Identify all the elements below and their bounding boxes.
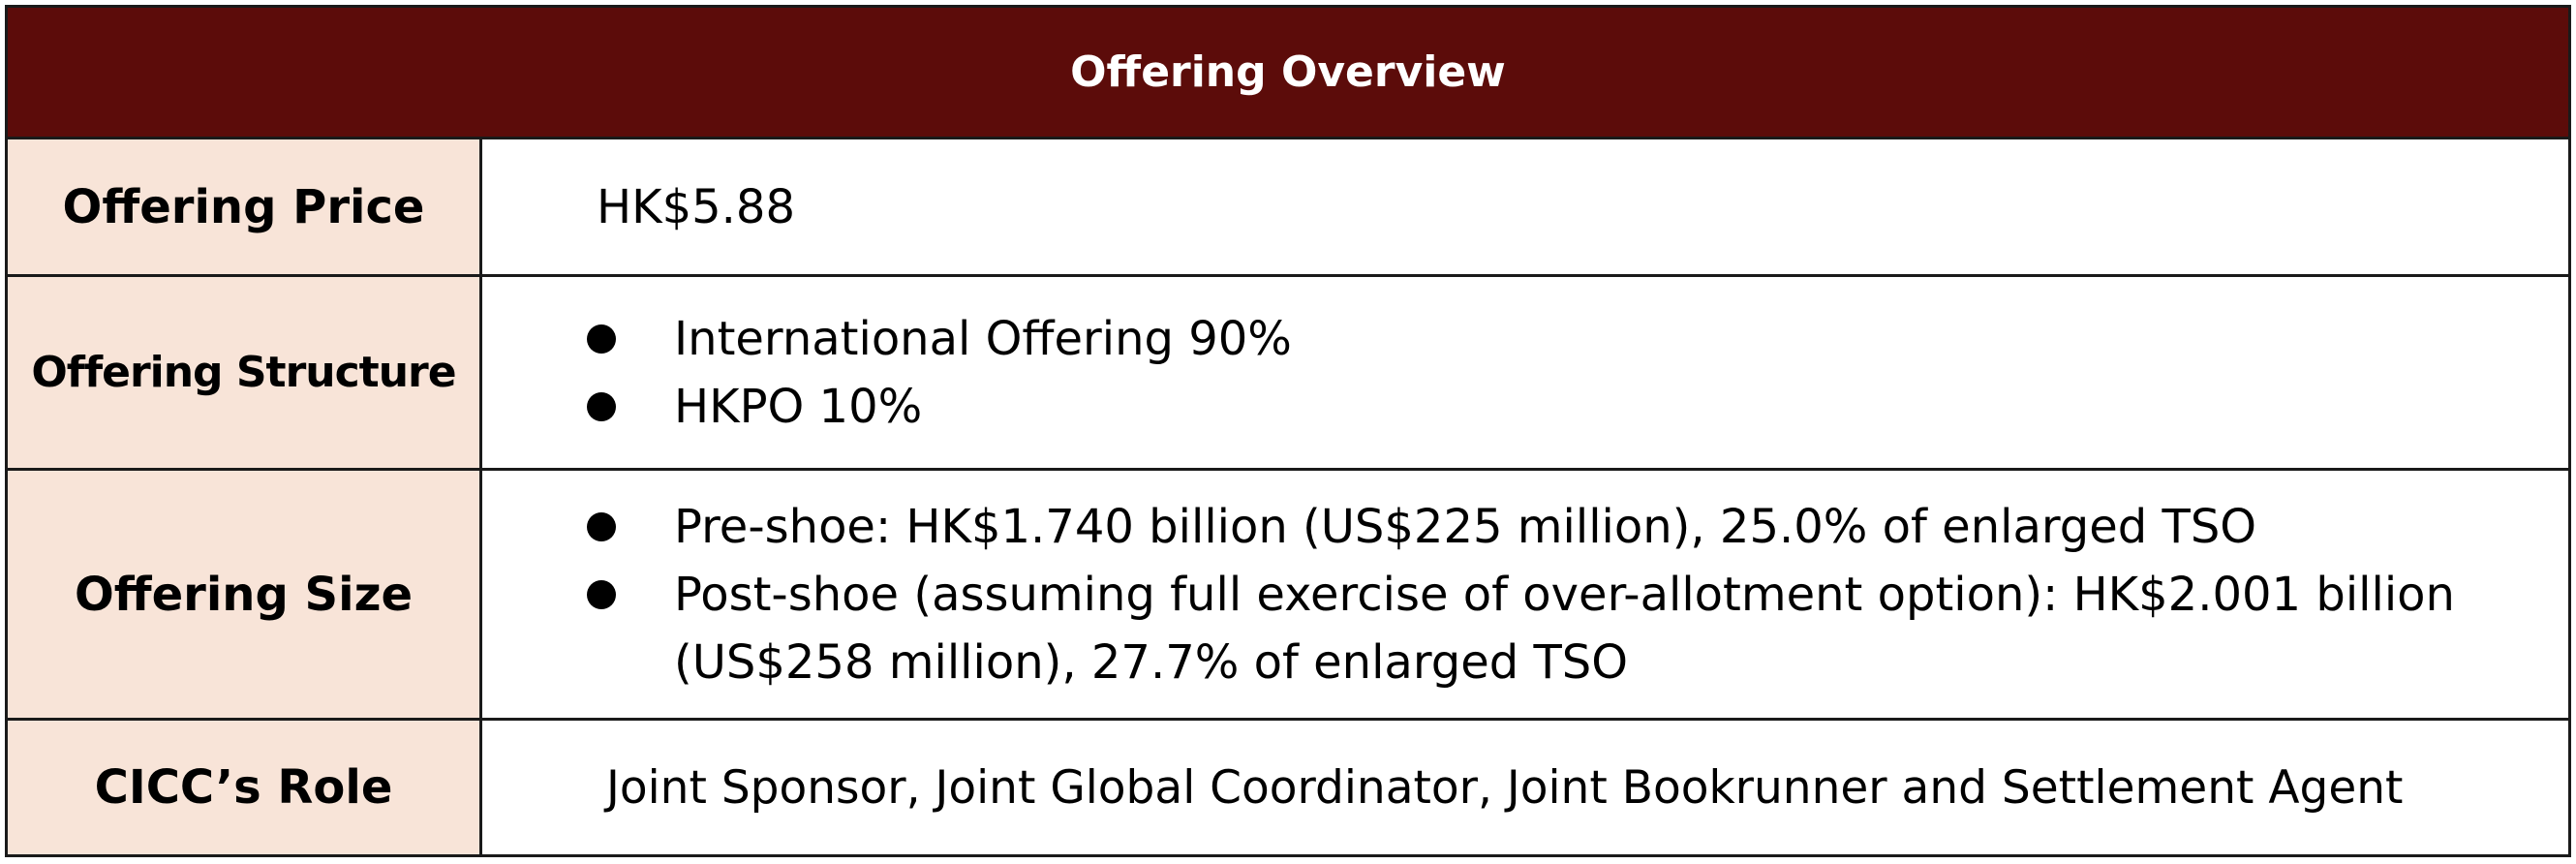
list-item: Pre-shoe: HK$1.740 billion (US$225 milli… (587, 493, 2568, 561)
list-item-text: Pre-shoe: HK$1.740 billion (US$225 milli… (674, 499, 2257, 554)
bullet-icon (587, 324, 616, 354)
offering-size-value: Pre-shoe: HK$1.740 billion (US$225 milli… (482, 471, 2568, 721)
bullet-icon (587, 391, 616, 421)
list-item: HKPO 10% (587, 373, 2568, 441)
list-item-text: International Offering 90% (674, 311, 1292, 366)
offering-price-label: Offering Price (8, 139, 482, 277)
offering-size-list: Pre-shoe: HK$1.740 billion (US$225 milli… (482, 493, 2568, 696)
cicc-role-text: Joint Sponsor, Joint Global Coordinator,… (606, 760, 2404, 815)
bullet-icon (587, 579, 616, 609)
list-item-text: HKPO 10% (674, 379, 923, 434)
offering-price-text: HK$5.88 (597, 179, 795, 234)
offering-structure-list: International Offering 90% HKPO 10% (482, 305, 2568, 441)
offering-structure-label: Offering Structure (8, 277, 482, 471)
bullet-icon (587, 511, 616, 541)
table-title: Offering Overview (8, 8, 2568, 139)
list-item: International Offering 90% (587, 305, 2568, 373)
offering-price-value: HK$5.88 (482, 139, 2568, 277)
list-item: Post-shoe (assuming full exercise of ove… (587, 561, 2568, 696)
cicc-role-label: CICC’s Role (8, 721, 482, 854)
offering-overview-table: Offering Overview Offering Price HK$5.88… (5, 5, 2571, 857)
offering-size-label: Offering Size (8, 471, 482, 721)
list-item-text: Post-shoe (assuming full exercise of ove… (674, 567, 2455, 690)
cicc-role-value: Joint Sponsor, Joint Global Coordinator,… (482, 721, 2568, 854)
offering-structure-value: International Offering 90% HKPO 10% (482, 277, 2568, 471)
